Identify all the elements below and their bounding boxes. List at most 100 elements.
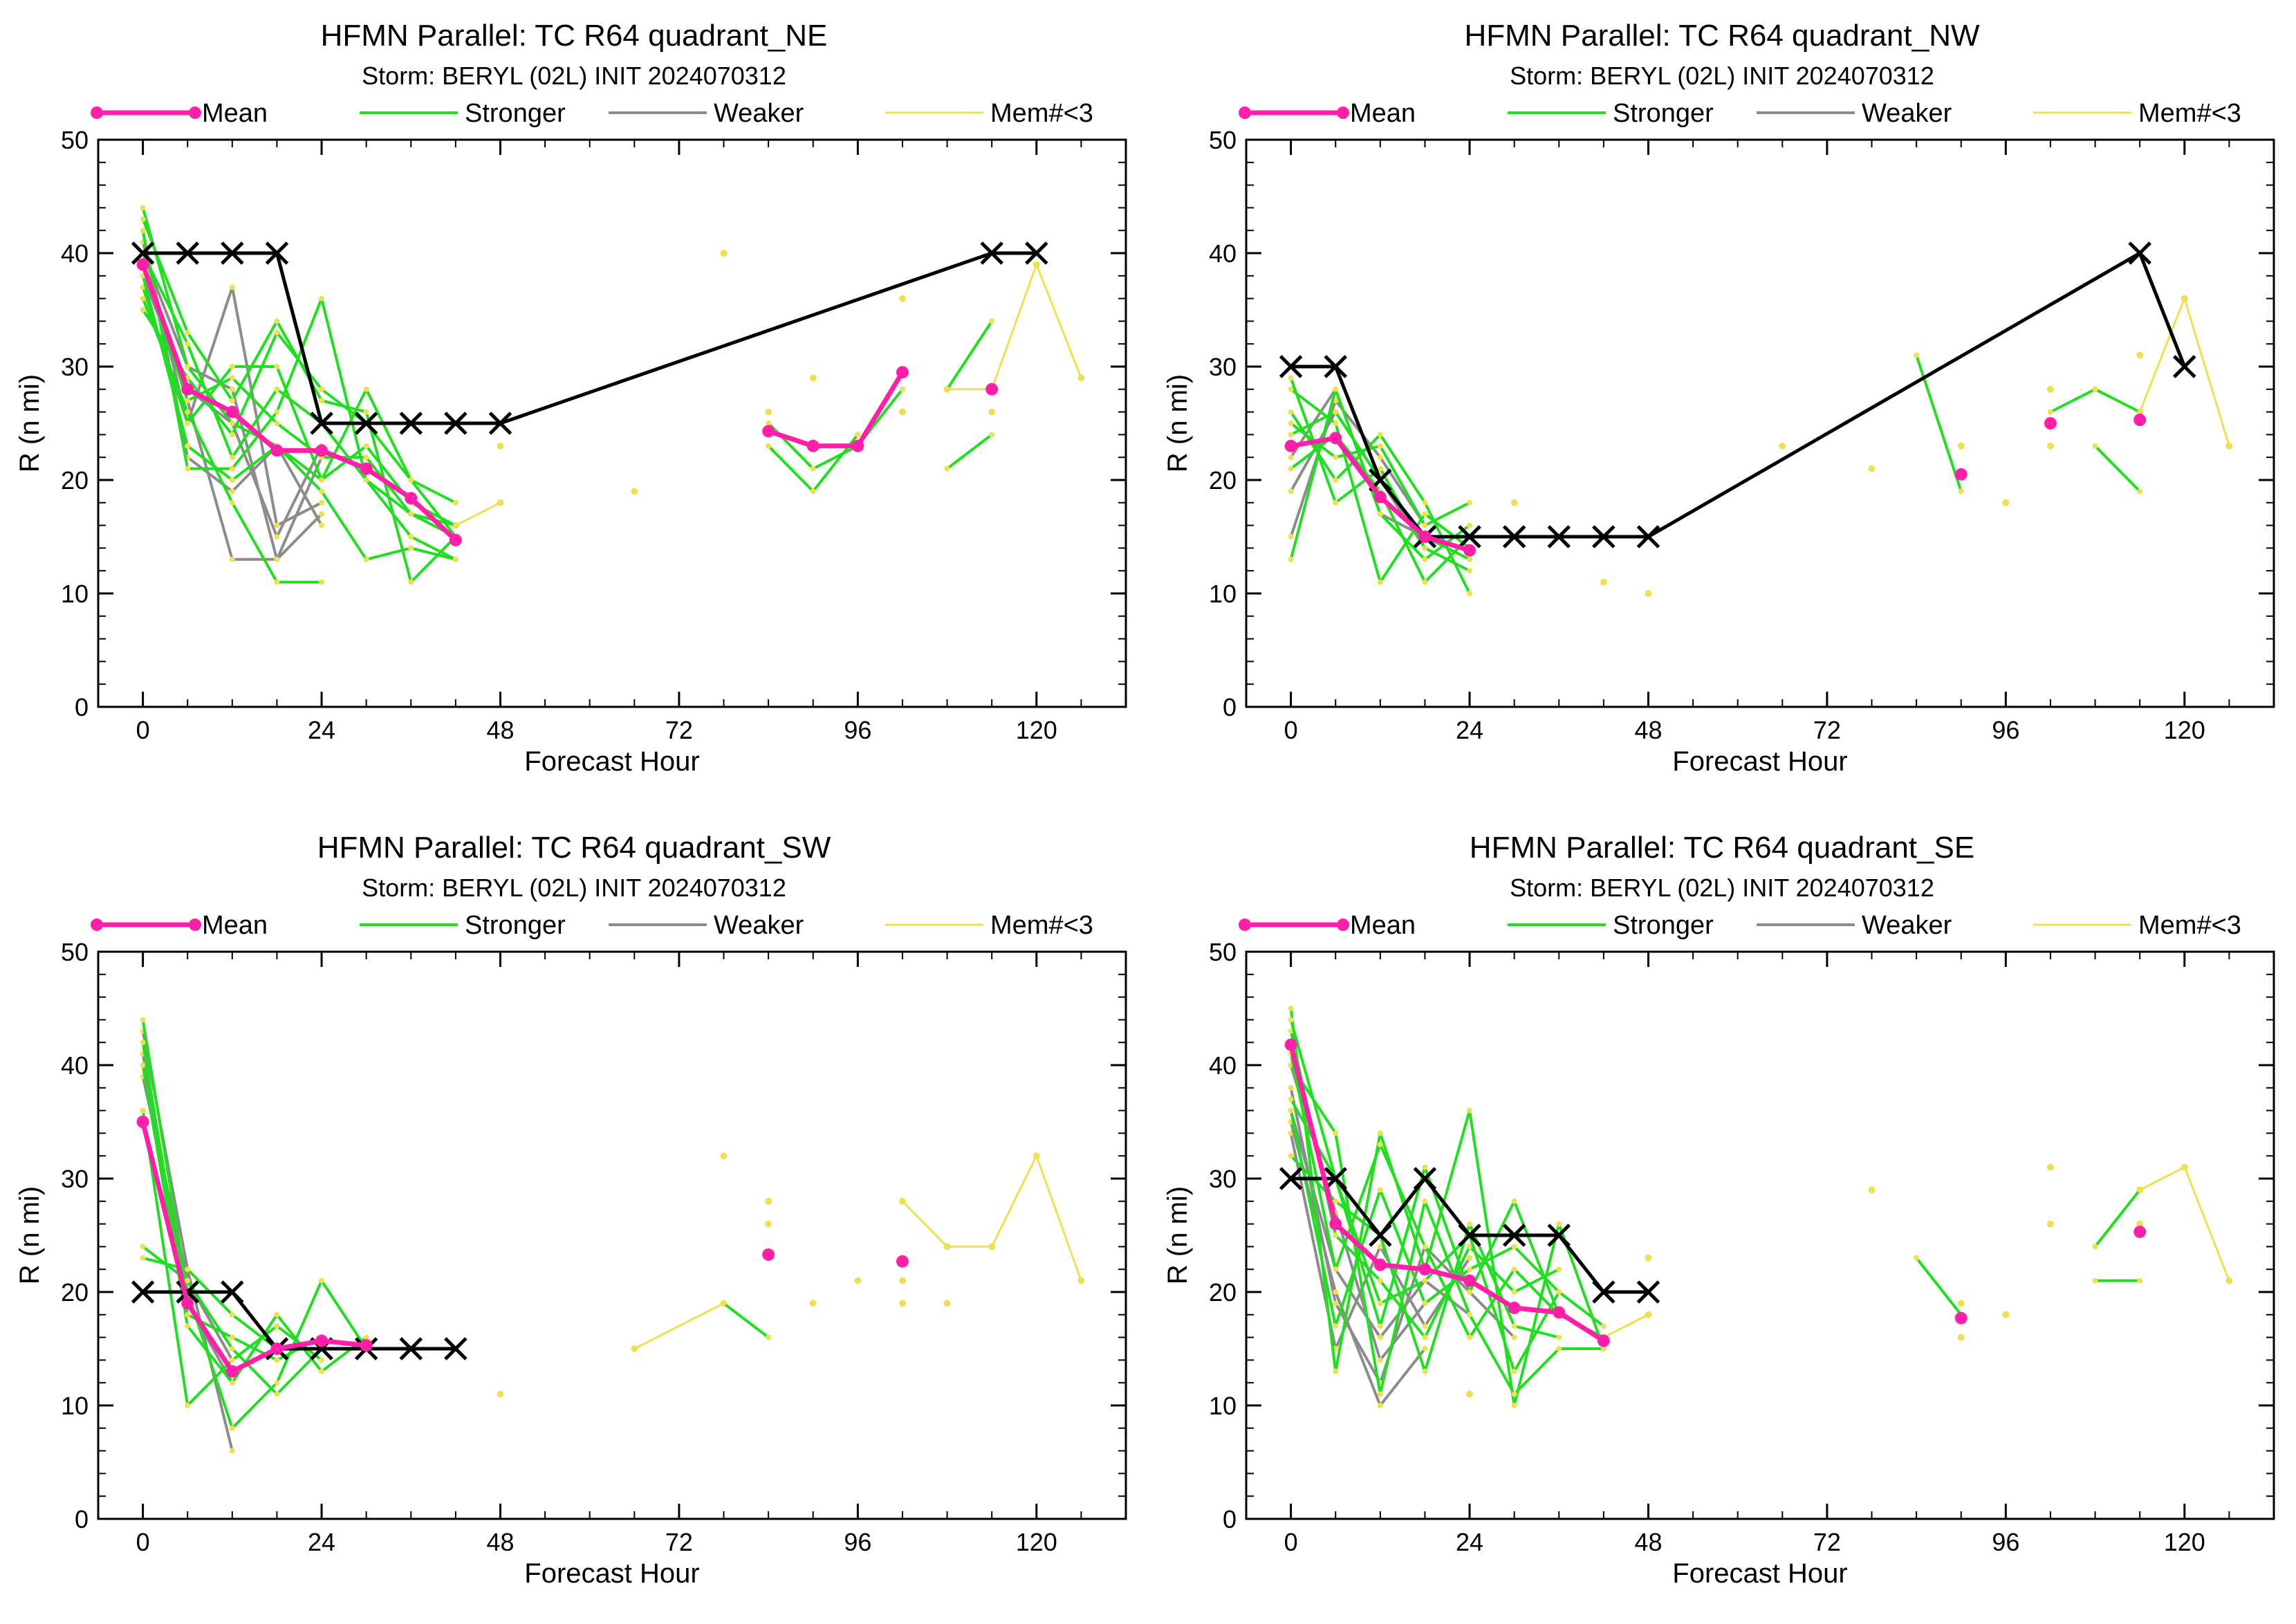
few-member-point: [2046, 1220, 2054, 1228]
y-tick-label: 50: [1209, 938, 1237, 966]
stronger-member-point: [1288, 556, 1294, 562]
few-member-line: [2138, 297, 2230, 447]
stronger-member-point: [229, 364, 235, 369]
stronger-member-point: [1288, 1096, 1294, 1102]
stronger-member-line: [2093, 1189, 2141, 1248]
stronger-member-point: [1333, 1368, 1339, 1374]
stronger-member-point: [229, 398, 235, 404]
legend-marker-mean: [1337, 919, 1349, 931]
best-track-marker: [444, 412, 467, 435]
y-tick-label: 10: [1209, 580, 1237, 608]
stronger-member-point: [1422, 499, 1428, 506]
x-axis-label: Forecast Hour: [524, 746, 699, 777]
few-member-point: [809, 374, 817, 382]
stronger-member-point: [363, 477, 369, 483]
stronger-member-point: [1422, 1334, 1428, 1340]
x-tick-label: 72: [665, 1528, 693, 1556]
legend-marker-mean: [91, 107, 103, 119]
few-member-point: [631, 488, 638, 495]
mean-point: [360, 462, 373, 475]
stronger-member-point: [1288, 465, 1294, 472]
legend-label-weaker: Weaker: [714, 911, 804, 940]
stronger-member-point: [855, 432, 861, 438]
mean-point: [1418, 1263, 1432, 1276]
few-member-line: [901, 1154, 1082, 1282]
mean-point: [270, 444, 284, 457]
best-track-marker: [1636, 525, 1660, 548]
x-tick-label: 96: [844, 1528, 871, 1556]
stronger-member-point: [452, 499, 459, 506]
best-track-marker: [1547, 525, 1571, 548]
y-tick-label: 50: [1209, 126, 1237, 154]
x-tick-label: 24: [1456, 716, 1483, 744]
stronger-member-point: [1288, 375, 1294, 381]
stronger-member-point: [452, 522, 459, 528]
weaker-member-point: [1377, 1244, 1383, 1250]
mean-line: [1288, 1044, 1605, 1343]
stronger-member-point: [229, 1311, 235, 1318]
best-track-marker: [1458, 525, 1481, 548]
stronger-member-point: [1914, 352, 1920, 358]
mean-point: [449, 533, 462, 546]
stronger-member-point: [274, 364, 280, 369]
few-member-point: [988, 1243, 996, 1251]
stronger-member-point: [274, 579, 280, 585]
stronger-member-point: [1333, 1323, 1339, 1329]
stronger-member-line: [2094, 445, 2141, 492]
x-tick-label: 48: [1634, 716, 1662, 744]
stronger-member-line: [767, 388, 904, 470]
y-tick-label: 10: [61, 580, 89, 608]
stronger-member-point: [408, 511, 414, 517]
weaker-member-point: [1377, 1334, 1383, 1340]
best-track-marker: [131, 1280, 155, 1304]
weaker-member-point: [274, 522, 280, 528]
few-member-point: [898, 295, 906, 302]
stronger-member-point: [1288, 409, 1294, 415]
few-member-point: [1957, 1334, 1965, 1341]
stronger-member-point: [1467, 568, 1473, 574]
mean-point: [2133, 414, 2147, 427]
stronger-member-point: [1556, 1266, 1562, 1273]
y-tick-label: 30: [61, 353, 89, 381]
few-member-point: [2046, 1163, 2054, 1171]
stronger-member-point: [274, 386, 280, 392]
stronger-member-point: [363, 409, 369, 415]
chart-subtitle: Storm: BERYL (02L) INIT 2024070312: [362, 62, 786, 90]
weaker-member-point: [319, 499, 325, 506]
mean-point: [985, 382, 999, 396]
stronger-member-point: [140, 216, 146, 222]
few-member-point: [1957, 1300, 1965, 1307]
mean-point: [2044, 417, 2057, 430]
few-member-line: [1603, 1313, 1649, 1338]
few-member-point: [1645, 1311, 1652, 1318]
few-member-point: [2046, 442, 2054, 450]
stronger-member-point: [1556, 1289, 1562, 1295]
stronger-member-point: [140, 1062, 146, 1068]
stronger-member-point: [229, 1425, 235, 1431]
stronger-member-point: [810, 465, 816, 472]
x-tick-label: 0: [1284, 716, 1298, 744]
few-member-point: [1466, 1390, 1474, 1398]
stronger-member-point: [140, 1244, 146, 1250]
y-tick-label: 40: [61, 1051, 89, 1080]
weaker-member-point: [1288, 1085, 1294, 1091]
stronger-member-point: [229, 477, 235, 483]
stronger-member-point: [1422, 511, 1428, 517]
mean-point: [360, 1339, 373, 1352]
stronger-member-point: [2092, 443, 2098, 449]
stronger-member-point: [1377, 1300, 1383, 1307]
few-member-line: [633, 1302, 725, 1350]
legend-marker-mean: [189, 919, 201, 931]
mean-point: [315, 444, 328, 457]
stronger-member-point: [1467, 1221, 1473, 1227]
stronger-member-point: [766, 421, 772, 426]
weaker-member-point: [1422, 1346, 1428, 1351]
stronger-member-point: [1511, 1323, 1517, 1329]
legend-label-few: Mem#<3: [2138, 911, 2241, 940]
few-member-point: [497, 442, 504, 450]
stronger-member-point: [1377, 511, 1383, 517]
stronger-member-point: [229, 375, 235, 381]
chart-subtitle: Storm: BERYL (02L) INIT 2024070312: [1510, 62, 1934, 90]
chart-title: HFMN Parallel: TC R64 quadrant_NW: [1465, 19, 1980, 53]
stronger-member-point: [1914, 1255, 1920, 1261]
